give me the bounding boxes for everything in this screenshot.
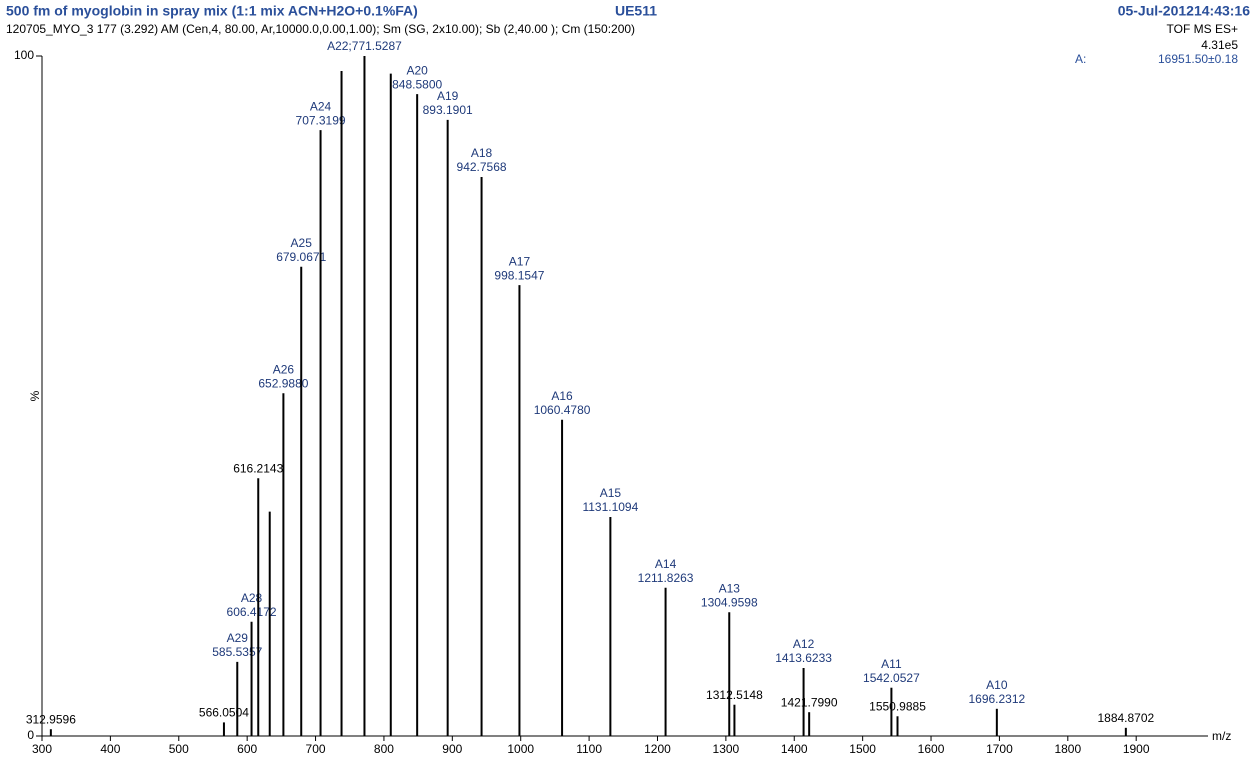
peak-name-label: A25 — [291, 236, 313, 250]
chart-title: 500 fm of myoglobin in spray mix (1:1 mi… — [6, 3, 418, 19]
x-tick-label: 1200 — [644, 742, 671, 756]
x-tick-label: 1500 — [849, 742, 876, 756]
peak-mz-label: 893.1901 — [423, 103, 473, 117]
intensity: 4.31e5 — [1201, 38, 1238, 52]
peak-mz-label: 1421.7990 — [781, 695, 838, 709]
peak-mz-label: 707.3199 — [296, 113, 346, 127]
x-tick-label: 900 — [442, 742, 462, 756]
x-axis-label: m/z — [1212, 729, 1231, 743]
peak-mz-label: 1542.0527 — [863, 671, 920, 685]
peak-name-label: A19 — [437, 89, 459, 103]
x-tick-label: 500 — [169, 742, 189, 756]
peak-mz-label: 585.5357 — [212, 645, 262, 659]
x-tick-label: 1000 — [507, 742, 534, 756]
x-tick-label: 1800 — [1054, 742, 1081, 756]
x-tick-label: 700 — [306, 742, 326, 756]
peak-name-label: A28 — [241, 591, 263, 605]
x-tick-label: 1300 — [713, 742, 740, 756]
peak-name-label: A12 — [793, 637, 815, 651]
peak-mz-label: 1304.9598 — [701, 595, 758, 609]
peak-mz-label: 1550.9885 — [869, 699, 926, 713]
peak-name-label: A14 — [655, 557, 677, 571]
peak-mz-label: 1884.8702 — [1097, 711, 1154, 725]
peak-mz-label: 1312.5148 — [706, 688, 763, 702]
peak-name-label: A22;771.5287 — [327, 39, 402, 53]
x-tick-label: 300 — [32, 742, 52, 756]
x-tick-label: 800 — [374, 742, 394, 756]
peak-mz-label: 312.9596 — [26, 712, 76, 726]
x-tick-label: 400 — [100, 742, 120, 756]
mass-tag: A: — [1075, 52, 1086, 66]
subtitle: 120705_MYO_3 177 (3.292) AM (Cen,4, 80.0… — [6, 22, 635, 36]
peak-name-label: A13 — [719, 581, 741, 595]
peak-mz-label: 848.5800 — [392, 77, 442, 91]
peak-mz-label: 566.0504 — [199, 706, 249, 720]
y-tick-label: 100 — [14, 48, 34, 62]
sample-id: UE511 — [615, 3, 657, 19]
x-tick-label: 1700 — [986, 742, 1013, 756]
peak-name-label: A17 — [509, 254, 531, 268]
y-axis-label: % — [28, 390, 42, 401]
peak-mz-label: 1696.2312 — [968, 692, 1025, 706]
peak-name-label: A26 — [273, 362, 295, 376]
peak-name-label: A16 — [551, 389, 573, 403]
peak-name-label: A20 — [406, 63, 428, 77]
mass-result: 16951.50±0.18 — [1158, 52, 1238, 66]
peak-name-label: A10 — [986, 678, 1008, 692]
x-tick-label: 1600 — [918, 742, 945, 756]
peak-name-label: A11 — [881, 657, 902, 671]
x-tick-label: 600 — [237, 742, 257, 756]
peak-mz-label: 1131.1094 — [582, 500, 638, 514]
peak-mz-label: 616.2143 — [233, 461, 283, 475]
peak-mz-label: 998.1547 — [494, 268, 544, 282]
peak-mz-label: 652.9880 — [258, 376, 308, 390]
peak-name-label: A15 — [600, 486, 622, 500]
x-tick-label: 1900 — [1123, 742, 1150, 756]
date: 05-Jul-201214:43:16 — [1118, 3, 1251, 19]
mode: TOF MS ES+ — [1167, 22, 1238, 36]
y-tick-label: 0 — [27, 728, 34, 742]
peak-name-label: A18 — [471, 146, 493, 160]
peak-name-label: A24 — [310, 99, 332, 113]
peak-mz-label: 1211.8263 — [638, 571, 694, 585]
x-tick-label: 1400 — [781, 742, 808, 756]
peak-mz-label: 942.7568 — [457, 160, 507, 174]
peak-name-label: A29 — [227, 631, 249, 645]
x-tick-label: 1100 — [576, 742, 602, 756]
peak-mz-label: 606.4172 — [227, 605, 277, 619]
peak-mz-label: 1413.6233 — [775, 651, 832, 665]
peak-mz-label: 679.0671 — [276, 250, 326, 264]
peak-mz-label: 1060.4780 — [534, 403, 591, 417]
